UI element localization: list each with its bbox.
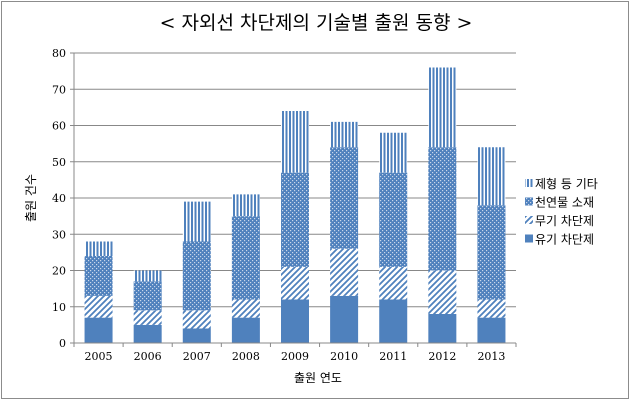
chart-title: < 자외선 차단제의 기술별 출원 동향 >	[160, 12, 473, 34]
bar-segment	[84, 317, 113, 343]
bar-segment	[133, 324, 162, 343]
bar-segment	[281, 266, 309, 300]
axes	[70, 52, 517, 347]
bar-segment	[330, 147, 359, 249]
bar-segment	[330, 121, 359, 148]
bar-segment	[133, 270, 162, 282]
bar-segment	[477, 299, 506, 318]
x-tick-label: 2011	[379, 350, 407, 363]
x-tick-label: 2005	[85, 350, 113, 363]
bar-segment	[231, 299, 260, 318]
y-tick-label: 40	[52, 192, 66, 205]
y-tick-labels: 0 10 20 30 40 50 60 70 80	[52, 47, 66, 350]
legend-swatch	[525, 197, 533, 206]
bar-segment	[182, 201, 211, 242]
x-tick-label: 2007	[183, 350, 211, 363]
bar-segment	[84, 256, 113, 296]
y-tick-label: 60	[52, 120, 66, 133]
x-tick-label: 2012	[428, 350, 456, 363]
bar-segment	[330, 295, 359, 343]
bar-segment	[379, 266, 408, 300]
bar-segment	[428, 314, 457, 343]
bar-segment	[281, 172, 309, 267]
bar-segment	[182, 328, 211, 343]
x-tick-label: 2009	[281, 350, 309, 363]
y-tick-label: 0	[59, 337, 66, 350]
legend-label: 유기 차단제	[535, 233, 594, 247]
bar-segment	[428, 270, 457, 314]
legend-label: 천연물 소재	[535, 195, 594, 210]
bar-segment	[133, 310, 162, 325]
bar-segment	[428, 147, 457, 271]
legend-label: 제형 등 기타	[535, 177, 598, 191]
bar-segment	[84, 241, 113, 256]
bar-segment	[379, 299, 408, 343]
y-tick-label: 20	[52, 265, 66, 278]
bar-segment	[182, 310, 211, 329]
bar-segment	[133, 281, 162, 311]
y-tick-label: 50	[52, 156, 66, 169]
x-tick-label: 2010	[330, 350, 358, 363]
x-tick-label: 2008	[232, 350, 260, 363]
bar-segment	[379, 132, 408, 173]
bar-segment	[428, 67, 457, 148]
bar-segment	[84, 295, 113, 318]
legend-swatch	[525, 234, 533, 243]
bar-segment	[182, 241, 211, 311]
legend-label: 무기 차단제	[535, 214, 594, 228]
bar-segment	[477, 317, 506, 343]
legend-swatch	[525, 179, 533, 187]
x-tick-label: 2006	[134, 350, 162, 363]
bar-segment	[379, 172, 408, 267]
x-tick-labels: 2005 2006 2007 2008 2009 2010 2011 2012 2013	[85, 350, 506, 363]
y-axis-label: 출원 건수	[24, 174, 38, 222]
y-tick-label: 30	[52, 228, 66, 241]
bar-segment	[281, 299, 309, 343]
y-tick-label: 80	[52, 47, 66, 60]
bar-segment	[330, 248, 359, 296]
x-axis-label: 출원 연도	[294, 371, 342, 385]
y-tick-label: 10	[52, 301, 66, 314]
bar-segment	[231, 317, 260, 343]
bar-segment	[477, 147, 506, 206]
bar-segment	[231, 194, 260, 217]
bar-segment	[281, 111, 309, 173]
x-tick-label: 2013	[477, 350, 505, 363]
bar-segment	[231, 216, 260, 300]
bars	[84, 67, 506, 343]
legend-swatch	[525, 216, 533, 224]
y-tick-label: 70	[52, 83, 66, 96]
bar-segment	[477, 205, 506, 300]
